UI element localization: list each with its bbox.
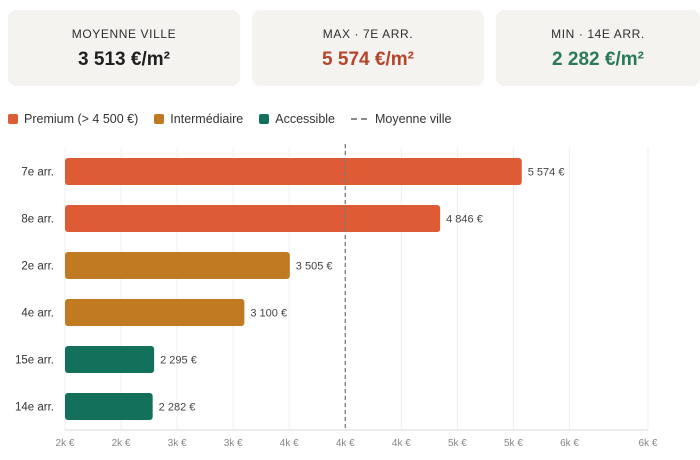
- chart-legend: Premium (> 4 500 €) Intermédiaire Access…: [8, 110, 467, 128]
- value-label-1: 4 846 €: [446, 214, 483, 226]
- legend-label-accessible: Accessible: [275, 112, 335, 126]
- category-label-4: 15e arr.: [15, 355, 54, 367]
- x-tick-label-4: 4k €: [280, 438, 299, 449]
- legend-label-premium: Premium (> 4 500 €): [24, 112, 139, 126]
- value-label-4: 2 295 €: [160, 355, 197, 367]
- card-min-value: 2 282 €/m²: [552, 49, 644, 70]
- card-min-label: MIN · 14E ARR.: [551, 27, 645, 41]
- bar-3: [65, 299, 245, 326]
- x-tick-label-1: 2k €: [112, 438, 131, 449]
- category-label-3: 4e arr.: [21, 308, 54, 320]
- bar-chart: 7e arr. 5 574 € 8e arr. 4 846 € 2e arr. 3 505…: [15, 144, 658, 449]
- category-label-0: 7e arr.: [21, 167, 54, 179]
- chart-grid: [64, 148, 649, 430]
- bar-2: [65, 252, 290, 279]
- card-average-value: 3 513 €/m²: [78, 49, 170, 70]
- card-max-value: 5 574 €/m²: [322, 49, 414, 70]
- summary-cards: MOYENNE VILLE 3 513 €/m² MAX · 7E ARR. 5…: [8, 10, 700, 86]
- bar-5: [65, 393, 153, 420]
- legend-swatch-accessible: [259, 114, 270, 124]
- value-label-3: 3 100 €: [250, 308, 287, 320]
- legend-label-intermediate: Intermédiaire: [170, 112, 244, 126]
- legend-item-accessible: Accessible: [259, 112, 335, 126]
- card-max: MAX · 7E ARR. 5 574 €/m²: [252, 10, 484, 86]
- x-tick-label-6: 4k €: [392, 438, 411, 449]
- value-label-0: 5 574 €: [528, 167, 565, 179]
- x-tick-label-10: 6k €: [639, 438, 658, 449]
- chart-x-axis: 2k € 2k € 3k € 3k € 4k € 4k € 4k € 5k € 5k € 6k €…: [56, 429, 658, 449]
- x-tick-label-2: 3k €: [168, 438, 187, 449]
- card-average-label: MOYENNE VILLE: [71, 27, 177, 41]
- x-tick-label-0: 2k €: [56, 438, 75, 449]
- bar-1: [65, 205, 441, 232]
- legend-dash-average: [351, 118, 367, 120]
- card-max-label: MAX · 7E ARR.: [322, 27, 414, 41]
- x-tick-label-3: 3k €: [224, 438, 243, 449]
- x-tick-label-8: 5k €: [504, 438, 523, 449]
- legend-swatch-intermediate: [154, 114, 165, 124]
- category-label-2: 2e arr.: [21, 261, 54, 273]
- card-min: MIN · 14E ARR. 2 282 €/m²: [496, 10, 700, 86]
- x-tick-label-7: 5k €: [448, 438, 467, 449]
- category-label-5: 14e arr.: [15, 402, 54, 414]
- value-label-2: 3 505 €: [296, 261, 333, 273]
- bar-4: [65, 346, 155, 373]
- legend-item-premium: Premium (> 4 500 €): [8, 112, 138, 126]
- x-tick-label-5: 4k €: [336, 438, 355, 449]
- legend-item-intermediate: Intermédiaire: [154, 112, 243, 126]
- value-label-5: 2 282 €: [159, 402, 196, 414]
- category-label-1: 8e arr.: [21, 214, 54, 226]
- legend-label-average: Moyenne ville: [375, 112, 452, 126]
- card-average: MOYENNE VILLE 3 513 €/m²: [8, 10, 240, 86]
- legend-item-average: Moyenne ville: [351, 112, 451, 126]
- chart-bars: 7e arr. 5 574 € 8e arr. 4 846 € 2e arr. 3 505…: [15, 158, 564, 420]
- bar-0: [65, 158, 522, 185]
- legend-swatch-premium: [8, 114, 18, 124]
- x-tick-label-9: 6k €: [560, 438, 579, 449]
